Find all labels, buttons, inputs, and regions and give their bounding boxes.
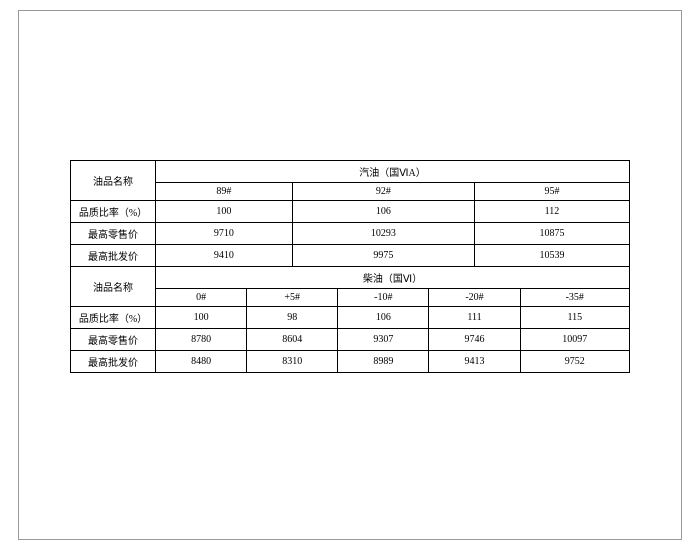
gasoline-grade-2: 95# [474, 183, 629, 201]
gasoline-row-2-val-1: 9975 [292, 245, 474, 267]
gasoline-row-1-val-1: 10293 [292, 223, 474, 245]
gasoline-row-1: 最高零售价 9710 10293 10875 [71, 223, 630, 245]
diesel-grade-4: -35# [520, 289, 629, 307]
diesel-row-1-val-2: 9307 [338, 329, 429, 351]
diesel-grade-0: 0# [156, 289, 247, 307]
gasoline-row-0-val-1: 106 [292, 201, 474, 223]
diesel-row-1-val-0: 8780 [156, 329, 247, 351]
diesel-row-0-val-4: 115 [520, 307, 629, 329]
gasoline-row-0-val-2: 112 [474, 201, 629, 223]
gasoline-row-2-label: 最高批发价 [71, 245, 156, 267]
gasoline-row-1-val-0: 9710 [156, 223, 293, 245]
diesel-name-label: 油品名称 [71, 267, 156, 307]
gasoline-grade-0: 89# [156, 183, 293, 201]
diesel-row-1-label: 最高零售价 [71, 329, 156, 351]
gasoline-row-1-label: 最高零售价 [71, 223, 156, 245]
diesel-row-2-val-0: 8480 [156, 351, 247, 373]
diesel-row-2: 最高批发价 8480 8310 8989 9413 9752 [71, 351, 630, 373]
diesel-row-1-val-4: 10097 [520, 329, 629, 351]
diesel-row-0: 品质比率（%） 100 98 106 111 115 [71, 307, 630, 329]
diesel-header-row: 油品名称 柴油（国Ⅵ） [71, 267, 630, 289]
diesel-row-2-val-2: 8989 [338, 351, 429, 373]
gasoline-row-2-val-2: 10539 [474, 245, 629, 267]
diesel-header: 柴油（国Ⅵ） [156, 267, 630, 289]
diesel-grade-3: -20# [429, 289, 520, 307]
diesel-grade-1: +5# [247, 289, 338, 307]
diesel-row-0-label: 品质比率（%） [71, 307, 156, 329]
gasoline-row-2: 最高批发价 9410 9975 10539 [71, 245, 630, 267]
diesel-row-2-val-4: 9752 [520, 351, 629, 373]
gasoline-row-0: 品质比率（%） 100 106 112 [71, 201, 630, 223]
diesel-row-2-val-3: 9413 [429, 351, 520, 373]
diesel-row-2-val-1: 8310 [247, 351, 338, 373]
diesel-row-0-val-1: 98 [247, 307, 338, 329]
gasoline-name-label: 油品名称 [71, 161, 156, 201]
diesel-row-0-val-2: 106 [338, 307, 429, 329]
gasoline-grade-1: 92# [292, 183, 474, 201]
gasoline-row-0-label: 品质比率（%） [71, 201, 156, 223]
fuel-price-table: 油品名称 汽油（国ⅥA） 89# 92# 95# 品质比率（%） 100 106… [70, 160, 630, 373]
diesel-row-1: 最高零售价 8780 8604 9307 9746 10097 [71, 329, 630, 351]
diesel-row-1-val-3: 9746 [429, 329, 520, 351]
diesel-row-1-val-1: 8604 [247, 329, 338, 351]
gasoline-row-2-val-0: 9410 [156, 245, 293, 267]
gasoline-header-row: 油品名称 汽油（国ⅥA） [71, 161, 630, 183]
diesel-grade-2: -10# [338, 289, 429, 307]
gasoline-header: 汽油（国ⅥA） [156, 161, 630, 183]
diesel-row-0-val-3: 111 [429, 307, 520, 329]
diesel-row-0-val-0: 100 [156, 307, 247, 329]
diesel-row-2-label: 最高批发价 [71, 351, 156, 373]
gasoline-row-0-val-0: 100 [156, 201, 293, 223]
price-table-container: 油品名称 汽油（国ⅥA） 89# 92# 95# 品质比率（%） 100 106… [70, 160, 630, 373]
gasoline-row-1-val-2: 10875 [474, 223, 629, 245]
